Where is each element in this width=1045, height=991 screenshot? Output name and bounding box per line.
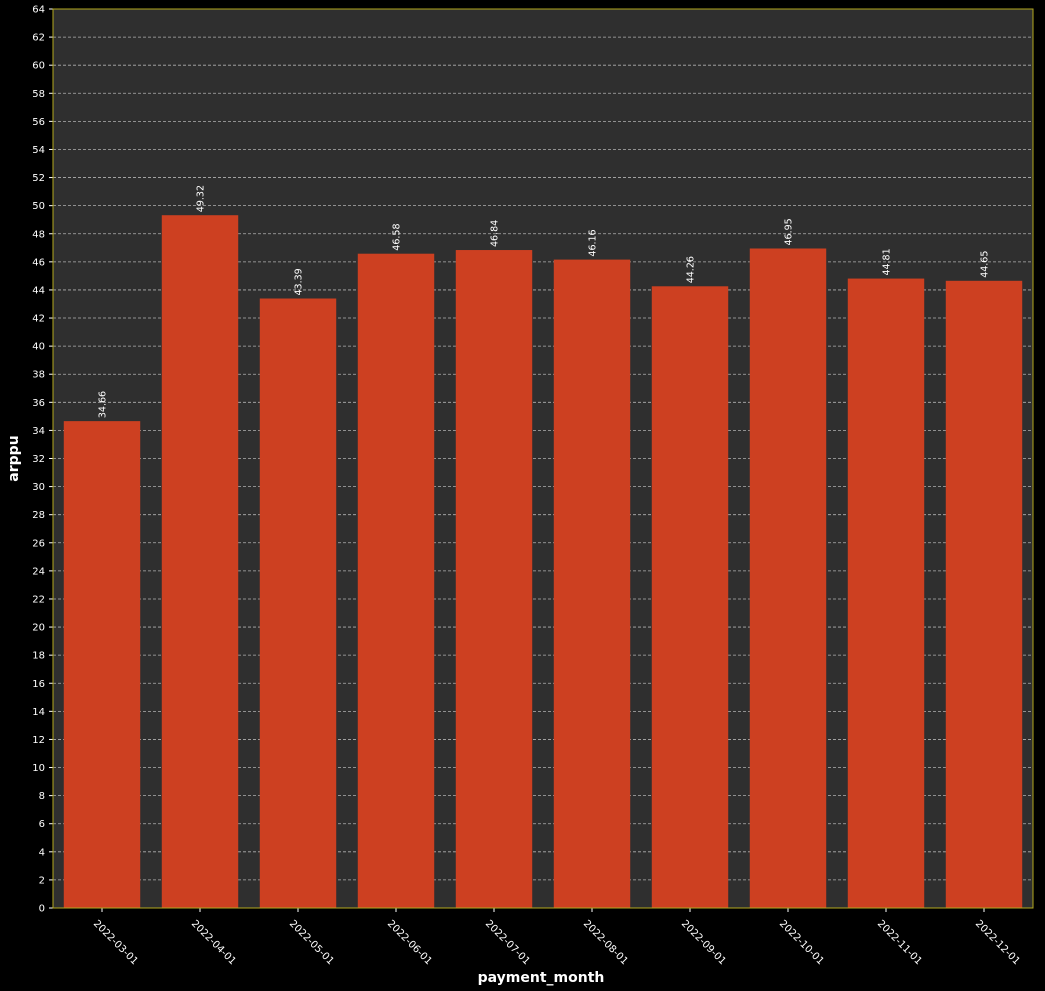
x-tick-label: 2022-10-01 (777, 918, 826, 967)
bar-value-label: 46.95 (784, 218, 795, 245)
y-tick-label: 36 (32, 398, 45, 409)
y-tick-label: 0 (39, 904, 45, 915)
bar (847, 278, 925, 908)
x-tick-label: 2022-04-01 (189, 918, 238, 967)
y-tick-label: 32 (32, 454, 45, 465)
y-tick-label: 6 (39, 819, 45, 830)
y-tick-label: 24 (32, 566, 45, 577)
y-tick-label: 12 (32, 735, 45, 746)
x-tick-label: 2022-07-01 (483, 918, 532, 967)
bar-series (63, 215, 1023, 909)
y-tick-label: 48 (32, 229, 45, 240)
bar-value-label: 43.39 (294, 268, 305, 295)
bar (357, 253, 435, 909)
y-tick-label: 60 (32, 61, 45, 72)
bar-value-label: 46.84 (490, 220, 501, 247)
bar-value-label: 44.81 (882, 248, 893, 275)
x-tick-label: 2022-08-01 (581, 918, 630, 967)
y-tick-label: 2 (39, 875, 45, 886)
data-labels: 34.66 49.32 43.39 46.58 46.84 46.16 44.26 46.95… (98, 185, 991, 418)
x-axis-title: payment_month (478, 970, 605, 986)
x-tick-label: 2022-11-01 (875, 918, 924, 967)
bar (455, 250, 533, 908)
y-axis-title: arppu (6, 435, 22, 481)
x-tick-label: 2022-03-01 (91, 918, 140, 967)
bar-value-label: 46.16 (588, 229, 599, 256)
y-tick-label: 58 (32, 89, 45, 100)
bar (259, 298, 337, 908)
y-tick-label: 42 (32, 314, 45, 325)
y-tick-label: 30 (32, 482, 45, 493)
plot-frame (52, 8, 1034, 909)
y-tick-label: 34 (32, 426, 45, 437)
y-tick-label: 44 (32, 285, 45, 296)
bar (651, 286, 729, 909)
y-tick-label: 64 (32, 5, 45, 16)
y-tick-label: 18 (32, 651, 45, 662)
y-tick-label: 8 (39, 791, 45, 802)
y-tick-label: 54 (32, 145, 45, 156)
y-tick-label: 46 (32, 257, 45, 268)
y-tick-label: 52 (32, 173, 45, 184)
y-tick-label: 20 (32, 623, 45, 634)
y-tick-label: 4 (39, 847, 45, 858)
y-tick-label: 50 (32, 201, 45, 212)
bar (63, 421, 141, 908)
bar-value-label: 44.65 (980, 251, 991, 278)
y-tick-label: 38 (32, 370, 45, 381)
x-tick-label: 2022-12-01 (973, 918, 1022, 967)
y-tick-label: 56 (32, 117, 45, 128)
bar-value-label: 46.58 (392, 223, 403, 250)
y-axis-ticks: 0246810121416182022242628303234363840424… (32, 5, 53, 915)
bar-value-label: 34.66 (98, 391, 109, 418)
y-tick-label: 14 (32, 707, 45, 718)
y-tick-label: 26 (32, 538, 45, 549)
bar (161, 215, 239, 908)
bar-value-label: 44.26 (686, 256, 697, 283)
x-axis-ticks: 2022-03-01 2022-04-01 2022-05-01 2022-06-01… (91, 908, 1022, 967)
y-tick-label: 40 (32, 342, 45, 353)
y-tick-label: 16 (32, 679, 45, 690)
y-tick-label: 10 (32, 763, 45, 774)
y-tick-label: 62 (32, 33, 45, 44)
bar (945, 280, 1023, 909)
x-tick-label: 2022-06-01 (385, 918, 434, 967)
bar-value-label: 49.32 (196, 185, 207, 212)
y-tick-label: 22 (32, 594, 45, 605)
x-tick-label: 2022-09-01 (679, 918, 728, 967)
x-tick-label: 2022-05-01 (287, 918, 336, 967)
bar (749, 248, 827, 909)
y-tick-label: 28 (32, 510, 45, 521)
bar (553, 259, 631, 908)
